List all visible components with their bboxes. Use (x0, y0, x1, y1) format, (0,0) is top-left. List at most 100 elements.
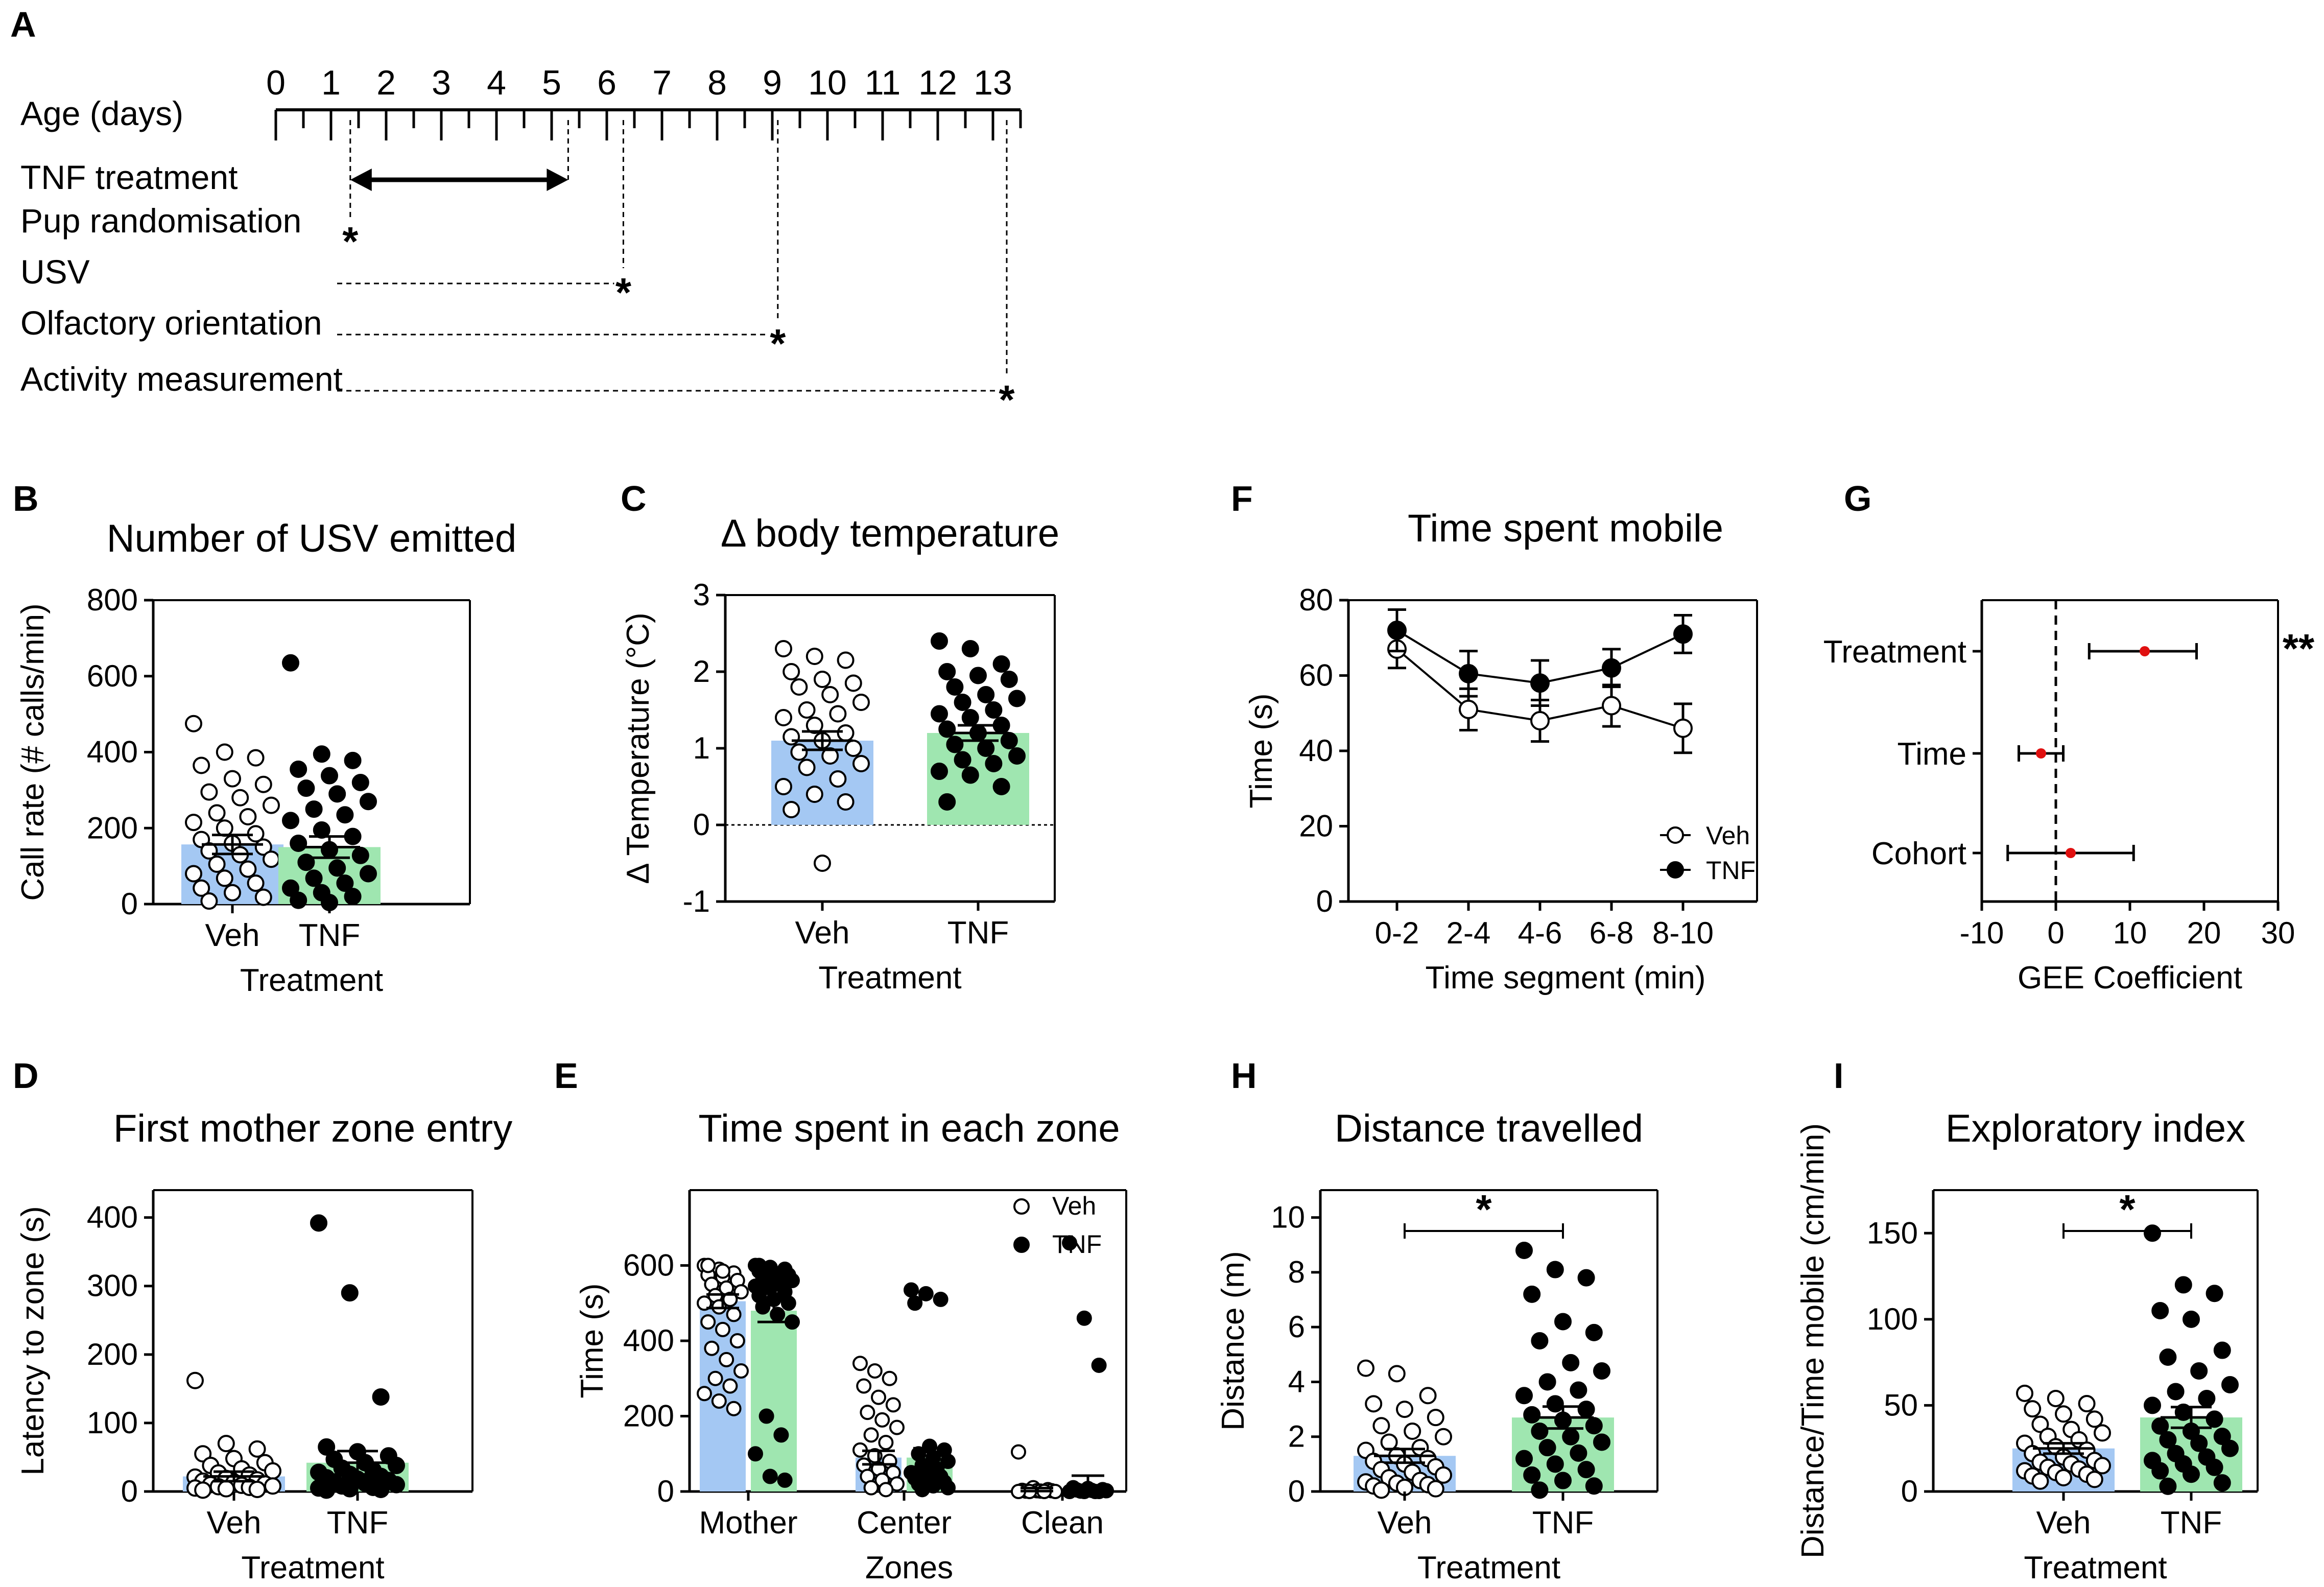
y-tick-label: 1 (693, 731, 710, 765)
legend-marker-veh (1013, 1198, 1030, 1215)
data-point-tnf (2213, 1341, 2231, 1359)
timeline-event-marker: * (999, 377, 1015, 422)
y-axis-label: Call rate (# calls/min) (15, 603, 51, 901)
data-point-tnf (2183, 1310, 2200, 1328)
data-point-tnf (344, 751, 362, 769)
data-point-veh (814, 855, 831, 872)
x-tick-label: TNF (1532, 1505, 1594, 1541)
x-tick-label: TNF (299, 918, 361, 953)
row-label: Treatment (1823, 634, 1966, 670)
data-point-veh (1419, 1387, 1437, 1405)
y-axis-label: Latency to zone (s) (15, 1206, 51, 1475)
data-point-veh (852, 694, 870, 711)
y-tick-label: -1 (683, 884, 710, 918)
x-tick-label: 4-6 (1518, 916, 1562, 950)
y-tick-label: 200 (623, 1399, 674, 1433)
data-point-tnf (961, 766, 979, 784)
data-point-veh (805, 786, 823, 803)
data-point-tnf (1577, 1461, 1595, 1479)
data-point-veh (1530, 711, 1550, 730)
data-point-veh (247, 749, 265, 767)
data-point-tnf (1062, 1235, 1077, 1251)
y-tick-label: 0 (121, 1474, 138, 1508)
data-point-tnf (940, 1480, 956, 1496)
data-point-veh (852, 755, 870, 772)
data-point-tnf (1562, 1428, 1580, 1446)
panel-label-c: C (621, 479, 647, 518)
data-point-veh (2031, 1415, 2049, 1433)
data-point-veh (775, 640, 792, 657)
data-point-tnf (1570, 1381, 1587, 1399)
data-point-tnf (946, 736, 964, 753)
data-point-veh (1435, 1428, 1452, 1446)
y-tick-label: 0 (1288, 1474, 1305, 1508)
data-point-tnf (758, 1408, 774, 1424)
data-point-veh (185, 715, 202, 732)
panel-label-f: F (1231, 479, 1253, 518)
data-point-tnf (2144, 1224, 2161, 1242)
data-point-tnf (748, 1446, 763, 1462)
chart-title: Distance travelled (1335, 1107, 1643, 1150)
data-point-tnf (1000, 671, 1018, 688)
data-point-tnf (985, 755, 1003, 772)
data-point-tnf (914, 1482, 930, 1498)
data-point-veh (231, 789, 249, 807)
data-point-veh (2055, 1469, 2072, 1487)
data-point-veh (217, 1435, 235, 1453)
x-tick-label: Veh (1378, 1505, 1432, 1541)
y-tick-label: 400 (87, 1200, 138, 1235)
data-point-veh (2094, 1457, 2111, 1475)
data-point-veh (1435, 1466, 1452, 1484)
data-point-veh (248, 1440, 266, 1458)
data-point-tnf (938, 663, 956, 680)
x-axis-label: Treatment (1417, 1550, 1560, 1585)
x-tick-label: Clean (1021, 1505, 1104, 1541)
timeline-event-label: Activity measurement (20, 360, 343, 398)
data-point-veh (1357, 1359, 1374, 1377)
data-point-veh (790, 678, 808, 696)
data-point-tnf (305, 869, 323, 887)
panel-label-h: H (1231, 1056, 1257, 1096)
x-tick-label: Center (857, 1505, 952, 1541)
y-tick-label: 2 (693, 654, 710, 689)
data-point-tnf (372, 1480, 390, 1498)
x-tick-label: 30 (2261, 916, 2295, 950)
data-point-tnf (2198, 1389, 2216, 1407)
data-point-tnf (2190, 1434, 2208, 1452)
data-point-tnf (1673, 624, 1693, 644)
x-axis-label: Zones (865, 1550, 953, 1585)
y-tick-label: 150 (1867, 1216, 1918, 1250)
data-point-tnf (1546, 1261, 1564, 1278)
timeline-day-label: 2 (376, 63, 396, 102)
data-point-veh (263, 850, 280, 868)
legend-marker-tnf (1013, 1237, 1030, 1253)
data-point-tnf (961, 640, 979, 657)
data-point-tnf (755, 1299, 771, 1315)
data-point-veh (782, 663, 800, 680)
y-tick-label: 10 (1271, 1200, 1305, 1235)
data-point-veh (821, 686, 839, 703)
timeline-day-label: 7 (652, 63, 672, 102)
data-point-veh (216, 819, 233, 837)
data-point-tnf (2206, 1458, 2223, 1476)
x-tick-label: 6-8 (1590, 916, 1634, 950)
data-point-veh (2047, 1389, 2065, 1407)
data-point-tnf (344, 888, 362, 906)
data-point-veh (1673, 718, 1693, 738)
y-tick-label: 100 (1867, 1302, 1918, 1336)
data-point-veh (2024, 1400, 2042, 1418)
data-point-tnf (2183, 1465, 2200, 1483)
timeline-event-label: Pup randomisation (20, 202, 301, 240)
y-tick-label: 2 (1288, 1419, 1305, 1454)
data-point-tnf (2167, 1383, 2185, 1401)
data-point-veh (200, 892, 218, 910)
data-point-tnf (2144, 1396, 2161, 1414)
coefficient-point (2066, 848, 2076, 858)
x-tick-label: 8-10 (1652, 916, 1714, 950)
x-tick-label: TNF (327, 1505, 389, 1541)
legend-label: Veh (1052, 1192, 1096, 1220)
data-point-veh (186, 1371, 204, 1389)
y-tick-label: 0 (121, 887, 138, 921)
data-point-tnf (282, 879, 299, 897)
timeline-day-label: 8 (707, 63, 727, 102)
